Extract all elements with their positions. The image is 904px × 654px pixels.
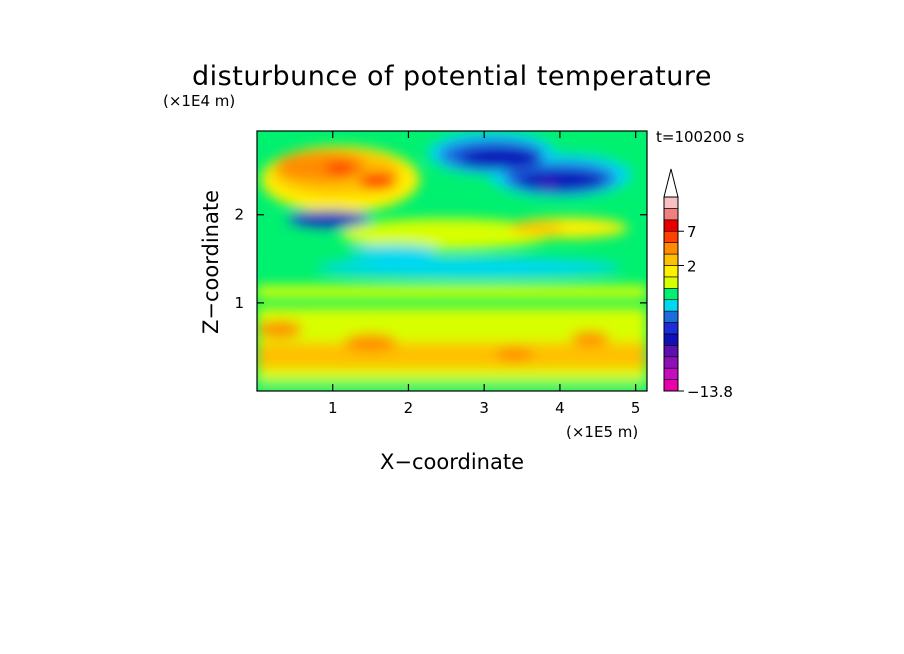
contour-blobs — [257, 131, 647, 391]
colorbar-frame — [663, 196, 679, 392]
contour-blob-17 — [294, 212, 364, 226]
x-tick-label-0: 1 — [328, 399, 338, 417]
time-label: t=100200 s — [656, 128, 744, 146]
x-tick-label-1: 2 — [404, 399, 414, 417]
contour-blob-3 — [344, 333, 398, 352]
x-tick-label-4: 5 — [631, 399, 641, 417]
y-tick-label-0: 1 — [234, 294, 244, 312]
colorbar-segment-14 — [663, 219, 679, 232]
colorbar-segment-5 — [663, 322, 679, 335]
contour-blob-5 — [571, 331, 610, 346]
y-unit-label: (×1E4 m) — [163, 92, 235, 110]
contour-blob-10 — [347, 244, 439, 259]
colorbar-segment-13 — [663, 230, 679, 243]
contour-blob-15 — [325, 161, 356, 176]
colorbar: −13.8 2 7 — [663, 168, 733, 401]
contour-band-2 — [257, 380, 647, 390]
contour-band-1 — [257, 342, 647, 369]
colorbar-segment-9 — [663, 276, 679, 289]
contour-blob-22 — [457, 147, 541, 169]
contour-blob-26 — [510, 221, 564, 235]
chart-title: disturbunce of potential temperature — [192, 61, 712, 92]
contour-blob-6 — [257, 320, 303, 339]
colorbar-label-3: 2 — [687, 257, 697, 275]
contour-blob-23 — [514, 170, 606, 192]
x-axis-label: X−coordinate — [380, 450, 524, 474]
colorbar-label-0: −13.8 — [687, 383, 733, 401]
colorbar-extend-arrow — [663, 168, 679, 198]
contour-blob-14 — [359, 172, 398, 191]
x-ticks: 1 2 3 4 5 — [328, 131, 640, 417]
colorbar-segment-8 — [663, 287, 679, 301]
contour-blob-24 — [542, 182, 555, 190]
colorbar-label-4: 7 — [687, 223, 697, 241]
colorbar-segment-15 — [663, 208, 679, 221]
colorbar-segment-2 — [663, 356, 679, 369]
colorbar-segment-16 — [663, 196, 679, 209]
colorbar-segment-11 — [663, 253, 679, 266]
colorbar-segment-10 — [663, 265, 679, 278]
colorbar-segment-0 — [663, 379, 679, 392]
y-axis-label: Z−coordinate — [199, 190, 223, 334]
contour-band-7 — [257, 285, 647, 299]
x-unit-label: (×1E5 m) — [566, 423, 638, 441]
colorbar-segment-1 — [663, 367, 679, 380]
colorbar-segment-6 — [663, 310, 679, 323]
y-ticks: 12 — [234, 206, 647, 312]
x-tick-label-2: 3 — [479, 399, 489, 417]
contour-blob-4 — [495, 346, 534, 362]
contour-field — [257, 131, 647, 391]
contour-blob-8 — [340, 218, 553, 250]
colorbar-segment-7 — [663, 299, 679, 312]
colorbar-segment-3 — [663, 345, 679, 358]
contour-blob-9 — [317, 257, 621, 279]
x-tick-label-3: 4 — [555, 399, 565, 417]
colorbar-segment-4 — [663, 333, 679, 346]
plot-frame — [256, 130, 648, 392]
y-tick-label-1: 2 — [234, 206, 244, 224]
colorbar-segment-12 — [663, 242, 679, 255]
